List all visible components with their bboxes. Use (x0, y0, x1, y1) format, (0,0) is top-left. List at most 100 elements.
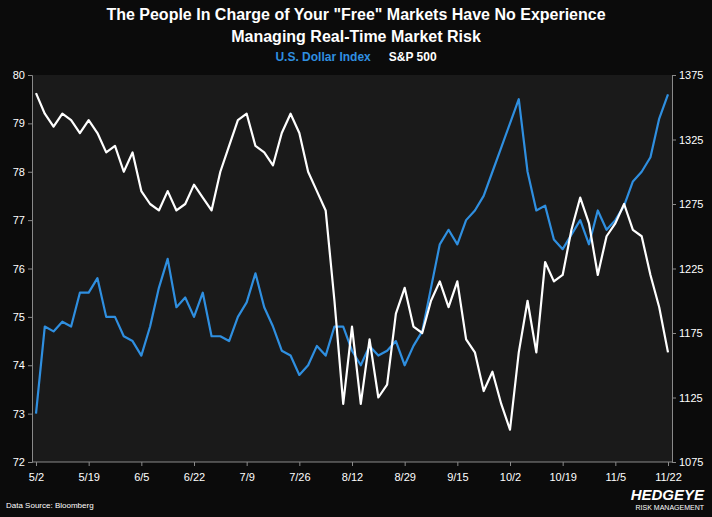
chart: The People In Charge of Your "Free" Mark… (0, 0, 712, 517)
tick-mark (28, 172, 32, 173)
tick: 80 (13, 69, 32, 81)
tick: 1175 (672, 327, 703, 339)
tick: 7/9 (240, 462, 255, 483)
tick: 75 (13, 311, 32, 323)
tick: 78 (13, 166, 32, 178)
tick-label: 73 (13, 408, 25, 420)
tick-mark (28, 123, 32, 124)
tick-label: 80 (13, 69, 25, 81)
y2-axis: 1075 1125 1175 1225 1275 1325 1375 (672, 69, 703, 468)
tick: 77 (13, 214, 32, 226)
tick-mark (672, 204, 676, 205)
y-axis: 72 73 74 75 76 77 78 79 80 (13, 69, 33, 468)
tick-mark (457, 462, 458, 466)
plot-area (32, 75, 672, 462)
tick-mark (668, 462, 669, 466)
title: Managing Real-Time Market Risk (231, 28, 481, 45)
tick: 79 (13, 117, 32, 129)
tick-mark (28, 462, 32, 463)
tick: 1075 (672, 456, 703, 468)
tick-label: 8/29 (394, 471, 415, 483)
tick: 1225 (672, 263, 703, 275)
tick-label: 10/2 (500, 471, 521, 483)
tick-label: 6/22 (184, 471, 205, 483)
tick-mark (28, 414, 32, 415)
tick-label: 11/5 (606, 471, 627, 483)
logo: HEDGEYE (631, 486, 705, 503)
source-note: Data Source: Bloomberg (6, 501, 94, 510)
tick-label: 5/2 (29, 471, 44, 483)
tick-label: 8/12 (342, 471, 363, 483)
series-line (36, 94, 668, 413)
tick-mark (28, 365, 32, 366)
tick-label: 77 (13, 214, 25, 226)
axis-line (28, 76, 33, 463)
tick: 6/22 (184, 462, 205, 483)
tick-label: 1125 (679, 392, 703, 404)
axis-line (673, 76, 677, 463)
tick: 5/19 (78, 462, 99, 483)
tick-label: 75 (13, 311, 25, 323)
tick-mark (299, 462, 300, 466)
series-line (36, 93, 668, 430)
tick-label: 1175 (679, 327, 703, 339)
tick: 11/22 (655, 462, 682, 483)
tick-mark (672, 333, 676, 334)
title: The People In Charge of Your "Free" Mark… (106, 6, 605, 23)
tick-label: 7/9 (240, 471, 255, 483)
tick: 10/2 (500, 462, 521, 483)
tick-label: 6/5 (134, 471, 149, 483)
plot-lines (36, 93, 668, 430)
tick-label: 1375 (679, 69, 703, 81)
tick-mark (28, 317, 32, 318)
tick-mark (352, 462, 353, 466)
tick: 72 (13, 456, 32, 468)
tick-label: 1325 (679, 134, 703, 146)
background (0, 0, 712, 517)
tick-mark (141, 462, 142, 466)
tick-label: 10/19 (549, 471, 577, 483)
tick-label: 11/22 (655, 471, 682, 483)
tick-mark (672, 462, 676, 463)
tick-label: 74 (13, 359, 25, 371)
tick-mark (247, 462, 248, 466)
legend: U.S. Dollar IndexS&P 500 (275, 50, 436, 64)
tick-label: 78 (13, 166, 25, 178)
tick-mark (672, 269, 676, 270)
tick-label: 9/15 (447, 471, 468, 483)
tick-label: 79 (13, 117, 25, 129)
tick-label: 72 (13, 456, 25, 468)
tick: 8/12 (342, 462, 363, 483)
tick: 76 (13, 263, 32, 275)
tick-mark (89, 462, 90, 466)
tick: 73 (13, 408, 32, 420)
tick: 5/2 (29, 462, 44, 483)
tick-label: 1075 (679, 456, 703, 468)
tick: 11/5 (606, 462, 627, 483)
tick-mark (28, 269, 32, 270)
tick: 74 (13, 359, 32, 371)
tick-mark (194, 462, 195, 466)
tick-mark (672, 75, 676, 76)
tick-label: 1225 (679, 263, 703, 275)
tick: 1125 (672, 392, 703, 404)
tick: 8/29 (394, 462, 415, 483)
tick-mark (36, 462, 37, 466)
tick: 7/26 (289, 462, 310, 483)
tick-label: 5/19 (78, 471, 99, 483)
tick-mark (28, 220, 32, 221)
tick-mark (405, 462, 406, 466)
tick-mark (672, 140, 676, 141)
tick-label: 76 (13, 263, 25, 275)
tick-label: 7/26 (289, 471, 310, 483)
tick: 9/15 (447, 462, 468, 483)
legend-label: U.S. Dollar Index (275, 50, 371, 64)
tick: 10/19 (549, 462, 577, 483)
tick-mark (672, 398, 676, 399)
tick: 1325 (672, 134, 703, 146)
logo-subtitle: RISK MANAGEMENT (636, 504, 705, 511)
tick-label: 1275 (679, 198, 703, 210)
tick: 6/5 (134, 462, 149, 483)
tick-mark (510, 462, 511, 466)
tick-mark (563, 462, 564, 466)
